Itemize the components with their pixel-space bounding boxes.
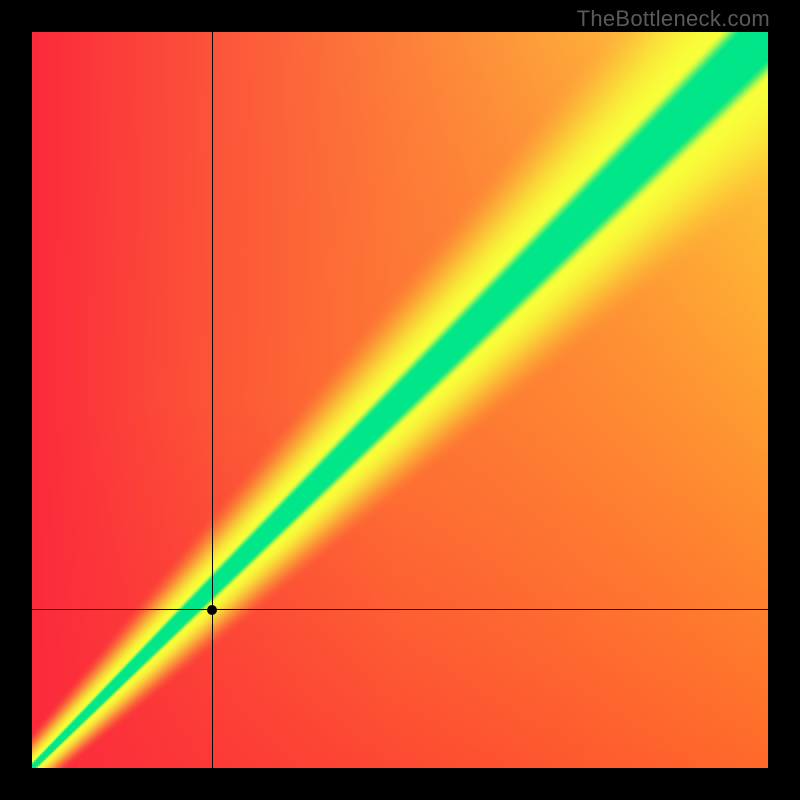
crosshair-horizontal: [32, 609, 768, 610]
watermark-text: TheBottleneck.com: [577, 6, 770, 32]
plot-frame: [32, 32, 768, 768]
crosshair-vertical: [212, 32, 213, 768]
crosshair-marker: [207, 605, 217, 615]
stage: TheBottleneck.com: [0, 0, 800, 800]
heatmap-canvas: [32, 32, 768, 768]
